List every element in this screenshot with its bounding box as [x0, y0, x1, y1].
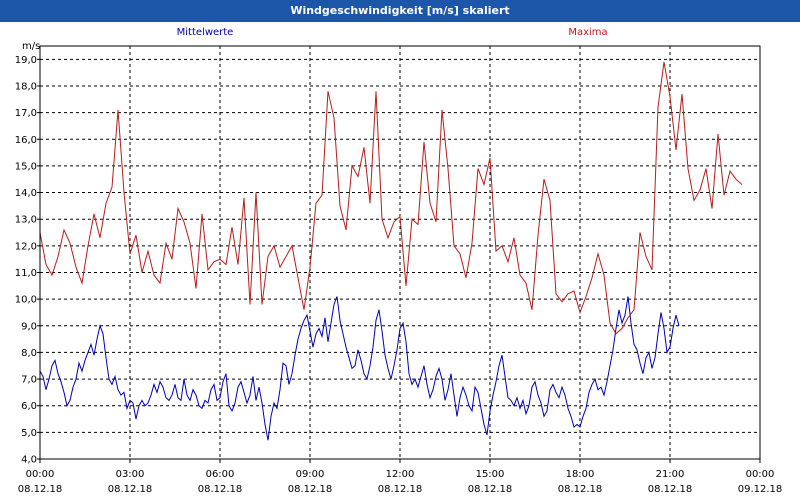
- x-tick-date-label: 08.12.18: [288, 484, 333, 495]
- series-line-mittelwerte: [39, 296, 680, 441]
- x-tick-time-label: 15:00: [476, 469, 505, 480]
- x-tick-time-label: 03:00: [116, 469, 145, 480]
- x-tick-date-label: 08.12.18: [18, 484, 63, 495]
- x-tick-time-label: 18:00: [566, 469, 595, 480]
- series-layer: [39, 61, 743, 441]
- y-tick-label: 14,0: [15, 188, 37, 199]
- y-tick-label: 9,0: [21, 321, 37, 332]
- y-tick-label: 13,0: [15, 215, 37, 226]
- y-tick-label: 10,0: [15, 295, 37, 306]
- x-tick-time-label: 00:00: [746, 469, 775, 480]
- y-tick-label: 8,0: [21, 348, 37, 359]
- y-tick-label: 7,0: [21, 375, 37, 386]
- x-tick-date-label: 08.12.18: [468, 484, 513, 495]
- x-tick-date-label: 08.12.18: [378, 484, 423, 495]
- x-tick-date-label: 08.12.18: [108, 484, 153, 495]
- y-tick-label: 16,0: [15, 135, 37, 146]
- x-tick-time-label: 12:00: [386, 469, 415, 480]
- y-tick-label: 11,0: [15, 268, 37, 279]
- legend-mittelwerte: Mittelwerte: [177, 27, 234, 38]
- x-tick-time-label: 09:00: [296, 469, 325, 480]
- grid: [40, 46, 760, 459]
- x-tick-time-label: 00:00: [26, 469, 55, 480]
- y-axis-unit-label: m/s: [22, 41, 40, 52]
- y-tick-label: 5,0: [21, 428, 37, 439]
- x-axis: 00:00 08.12.18 03:00 08.12.18 06:00 08.12.18 0…: [18, 459, 783, 495]
- y-tick-label: 17,0: [15, 108, 37, 119]
- x-tick-time-label: 21:00: [656, 469, 685, 480]
- y-tick-label: 19,0: [15, 55, 37, 66]
- x-tick-time-label: 06:00: [206, 469, 235, 480]
- y-tick-label: 12,0: [15, 241, 37, 252]
- y-tick-label: 18,0: [15, 81, 37, 92]
- y-tick-label: 6,0: [21, 401, 37, 412]
- y-axis: 4,0 5,0 6,0 7,0 8,0 9,0 10,0 11,0 12,0 13,0 14,0 15…: [15, 55, 40, 466]
- x-tick-date-label: 08.12.18: [198, 484, 243, 495]
- x-tick-date-label: 09.12.18: [738, 484, 783, 495]
- x-tick-date-label: 08.12.18: [648, 484, 693, 495]
- y-tick-label: 15,0: [15, 161, 37, 172]
- window-title: Windgeschwindigkeit [m/s] skaliert: [0, 0, 800, 22]
- legend-maxima: Maxima: [568, 27, 607, 38]
- y-tick-label: 4,0: [21, 455, 37, 466]
- series-line-maxima: [39, 61, 743, 335]
- x-tick-date-label: 08.12.18: [558, 484, 603, 495]
